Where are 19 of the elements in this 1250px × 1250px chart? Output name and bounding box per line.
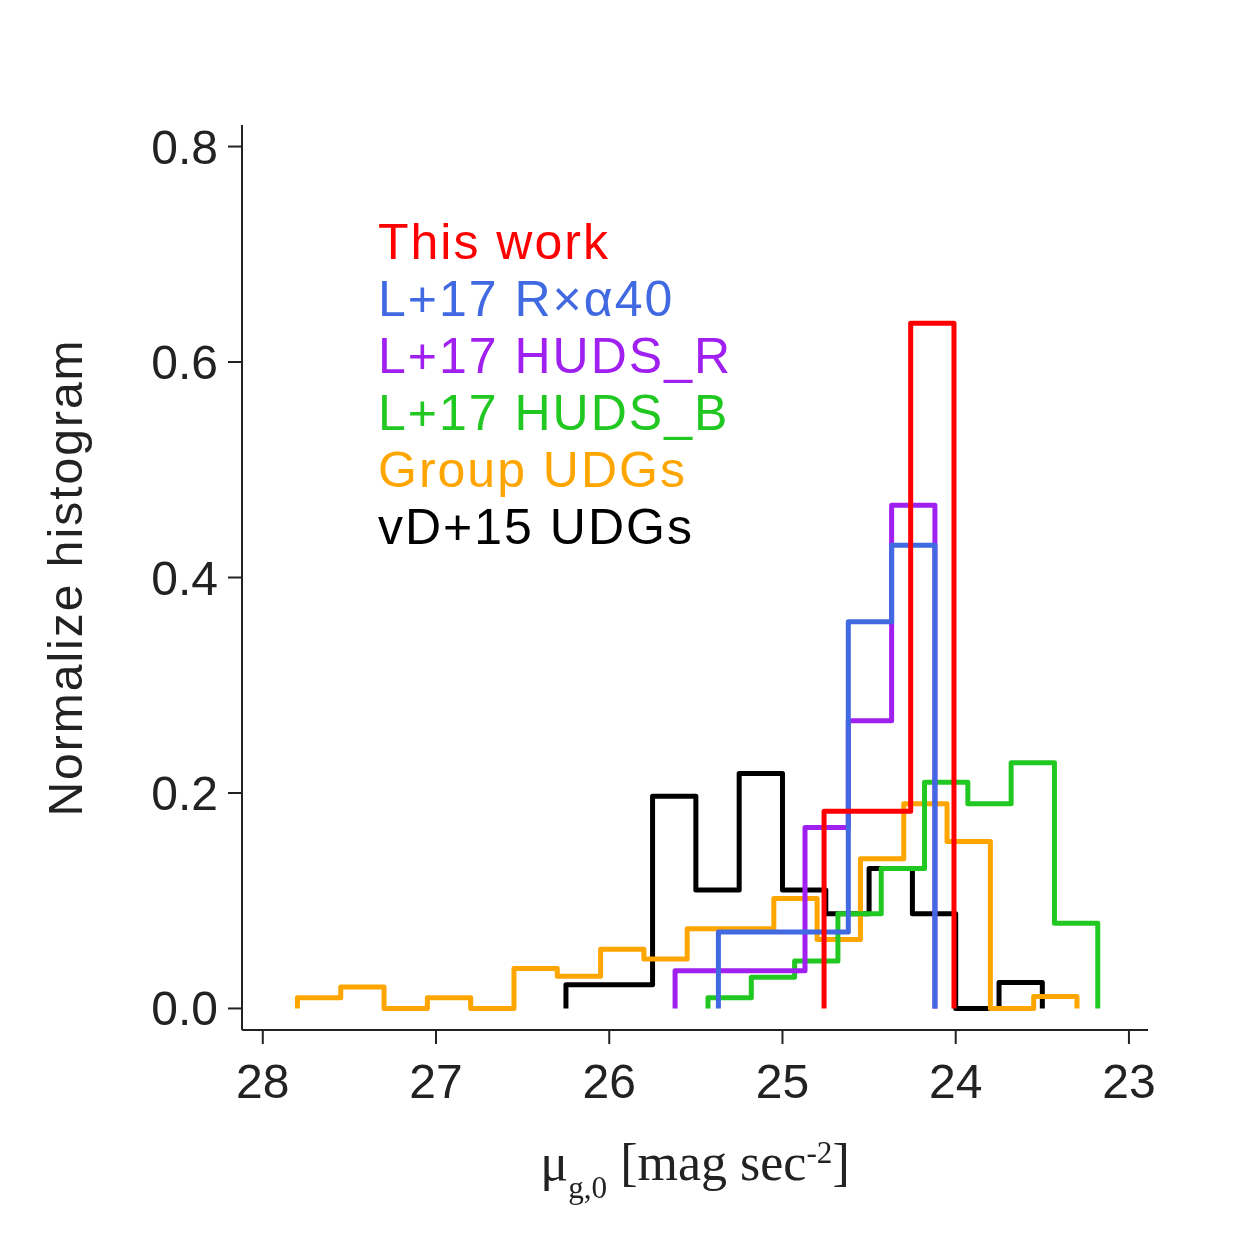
text: L+17 HUDS_R (378, 328, 733, 385)
text: This work (378, 214, 611, 271)
text: vD+15 UDGs (378, 499, 695, 556)
x-tick-label: 25 (755, 1055, 810, 1109)
y-tick-label: 0.6 (151, 336, 218, 390)
x-tick-label: 28 (236, 1055, 290, 1109)
y-tick-label: 0.2 (151, 767, 218, 821)
x-tick-label: 27 (409, 1055, 463, 1109)
y-tick-label: 0.8 (151, 120, 218, 174)
y-tick-label: 0.0 (151, 982, 218, 1036)
y-axis-title: Normalize histogram (39, 338, 92, 817)
y-tick-label: 0.4 (151, 551, 218, 605)
x-tick-label: 23 (1102, 1055, 1156, 1109)
text: Group UDGs (378, 442, 688, 499)
text: L+17 HUDS_B (378, 385, 731, 442)
x-tick-label: 24 (929, 1055, 983, 1109)
x-tick-label: 26 (582, 1055, 636, 1109)
x-axis-title: μ$_{g,0}$ [mag sec$^{-2}$] (540, 1134, 850, 1205)
text: L+17 R×α40 (378, 271, 676, 328)
